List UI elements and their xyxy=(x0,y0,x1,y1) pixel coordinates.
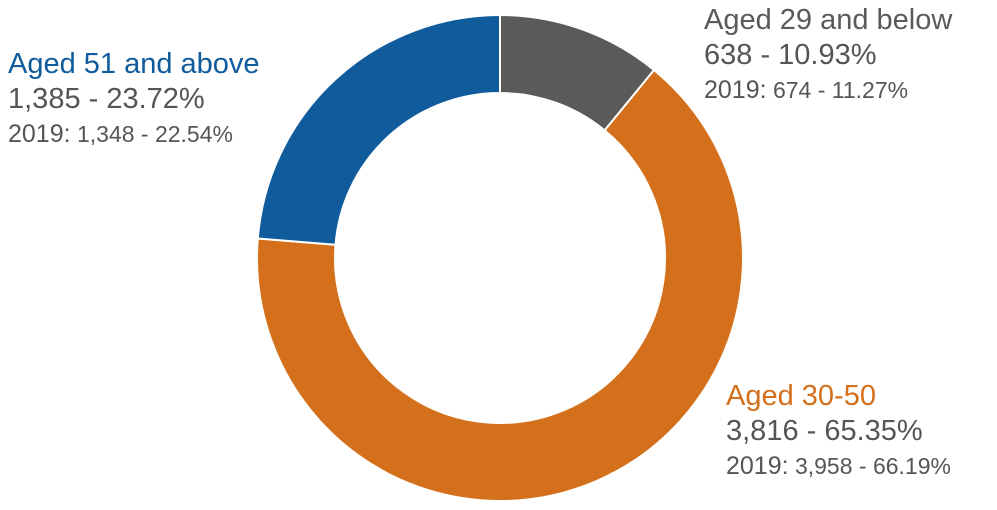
slice-name: Aged 30-50 xyxy=(726,380,876,412)
slice-value-label: 3,816 - 65.35% xyxy=(726,415,923,447)
label-aged-30-50: Aged 30-50 3,816 - 65.35% 2019: 3,958 - … xyxy=(726,382,951,479)
slice-value-label: 638 - 10.93% xyxy=(704,39,877,71)
donut-slice-1 xyxy=(256,68,744,502)
slice-prev-year: 2019: 3,958 - 66.19% xyxy=(726,454,951,479)
label-aged-29-and-below: Aged 29 and below 638 - 10.93% 2019: 674… xyxy=(704,6,952,103)
prev-prefix: 2019: xyxy=(704,76,767,104)
slice-prev-year: 2019: 1,348 - 22.54% xyxy=(8,122,260,147)
prev-text: 1,348 - 22.54% xyxy=(76,121,233,147)
slice-name: Aged 51 and above xyxy=(8,48,260,80)
donut-slice-2 xyxy=(256,13,501,246)
prev-text: 3,958 - 66.19% xyxy=(794,453,951,479)
slice-prev-year: 2019: 674 - 11.27% xyxy=(704,78,952,103)
slice-name: Aged 29 and below xyxy=(704,4,953,36)
prev-text: 674 - 11.27% xyxy=(772,77,909,103)
label-aged-51-and-above: Aged 51 and above 1,385 - 23.72% 2019: 1… xyxy=(8,50,260,147)
slice-value-label: 1,385 - 23.72% xyxy=(8,83,205,115)
prev-prefix: 2019: xyxy=(726,452,789,480)
prev-prefix: 2019: xyxy=(8,120,71,148)
